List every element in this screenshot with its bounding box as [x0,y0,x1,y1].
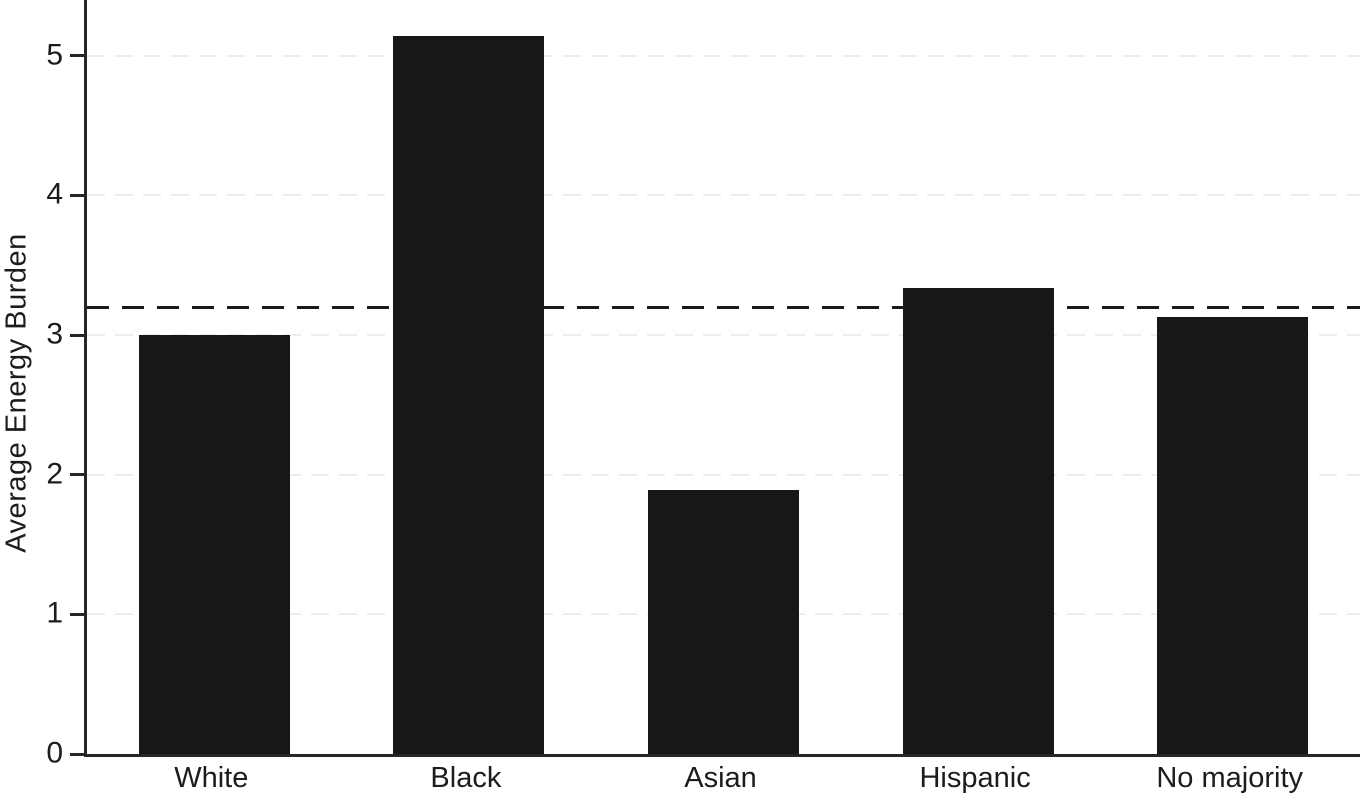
gridline-4 [87,194,1360,197]
bar-no-majority [1157,316,1309,754]
x-axis-labels: White Black Asian Hispanic No majority [84,764,1360,800]
y-tick-label-0: 0 [46,736,63,770]
y-tick-label-1: 1 [46,596,63,630]
x-label-white: White [174,762,249,794]
gridline-5 [87,54,1360,57]
y-tick-label-5: 5 [46,38,63,72]
x-label-hispanic: Hispanic [919,762,1031,794]
reference-line [87,305,1360,309]
y-tick-mark-2 [70,473,84,477]
y-tick-label-3: 3 [46,317,63,351]
y-tick-mark-3 [70,333,84,337]
y-tick-label-2: 2 [46,457,63,491]
y-tick-mark-0 [70,752,84,756]
gridline-3 [87,334,1360,337]
gridline-2 [87,473,1360,476]
x-label-black: Black [430,762,502,794]
y-tick-mark-4 [70,193,84,197]
plot-area: 0 1 2 3 4 5 [46,0,1360,768]
bar-black [393,36,545,754]
y-tick-mark-5 [70,54,84,58]
bar-hispanic [902,287,1054,754]
y-tick-label-4: 4 [46,177,63,211]
y-axis-title: Average Energy Burden [0,233,33,553]
y-tick-mark-1 [70,612,84,616]
x-label-no-majority: No majority [1156,762,1304,794]
bar-white [138,335,290,754]
bar-asian [648,490,799,754]
x-label-asian: Asian [684,762,757,794]
